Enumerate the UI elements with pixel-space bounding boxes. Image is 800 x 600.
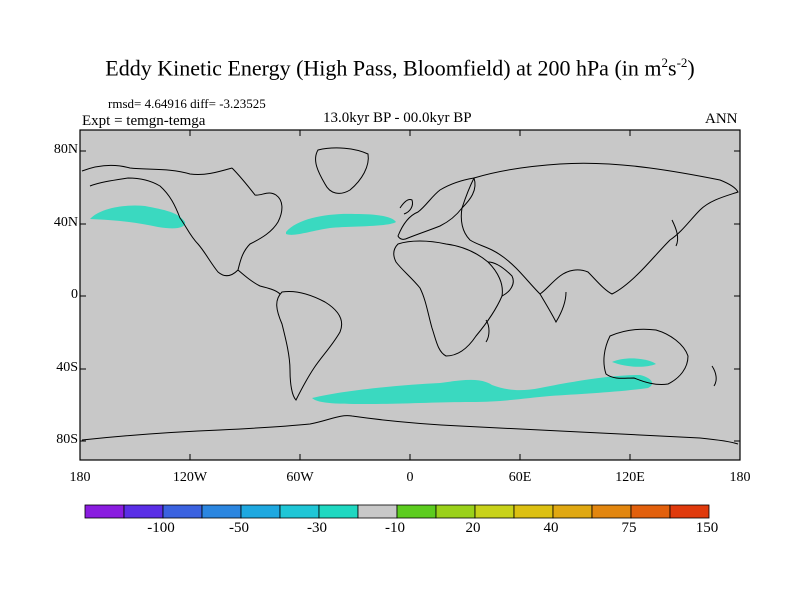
colorbar-box bbox=[513, 504, 554, 519]
coast-antarctica bbox=[81, 415, 739, 445]
colorbar-label: 75 bbox=[621, 520, 637, 536]
colorbar-box bbox=[318, 504, 359, 519]
patch-australia bbox=[612, 358, 656, 367]
colorbar-label: 40 bbox=[543, 520, 559, 536]
plot-title: Eddy Kinetic Energy (High Pass, Bloomfie… bbox=[105, 55, 695, 81]
patch-southern-ocean bbox=[312, 375, 653, 404]
lon-label: 120W bbox=[172, 470, 208, 485]
map-background bbox=[80, 130, 740, 460]
coast-europe bbox=[397, 177, 476, 240]
colorbar-box bbox=[552, 504, 593, 519]
experiment-label: Expt = temgn-temga bbox=[82, 113, 206, 129]
colorbar-box bbox=[396, 504, 437, 519]
colorbar-label: -30 bbox=[307, 520, 327, 536]
patch-north-pacific bbox=[90, 205, 186, 229]
coast-australia bbox=[603, 328, 689, 385]
patch-north-atlantic bbox=[286, 213, 396, 235]
lat-label: 40S bbox=[56, 360, 78, 375]
colorbar-box bbox=[162, 504, 203, 519]
colorbar-box bbox=[630, 504, 671, 519]
colorbar bbox=[84, 504, 710, 519]
colorbar-box bbox=[357, 504, 398, 519]
lat-label: 0 bbox=[71, 287, 78, 302]
lat-label: 40N bbox=[53, 215, 78, 230]
colorbar-box bbox=[669, 504, 710, 519]
colorbar-box bbox=[123, 504, 164, 519]
coast-north-america bbox=[89, 167, 283, 277]
coast-africa bbox=[393, 240, 503, 357]
map-frame bbox=[79, 129, 741, 461]
coast-greenland bbox=[315, 147, 369, 194]
lat-label: 80S bbox=[56, 432, 78, 447]
coast-japan bbox=[671, 219, 679, 247]
lat-label: 80N bbox=[53, 142, 78, 157]
colorbar-box bbox=[474, 504, 515, 519]
coast-south-america bbox=[276, 291, 343, 401]
lon-label: 0 bbox=[406, 470, 414, 485]
colorbar-box bbox=[435, 504, 476, 519]
coastlines bbox=[81, 147, 739, 445]
colorbar-label: -50 bbox=[229, 520, 249, 536]
coast-uk bbox=[399, 199, 413, 215]
lon-label: 180 bbox=[729, 470, 751, 485]
colorbar-label: -10 bbox=[385, 520, 405, 536]
coast-india bbox=[539, 291, 567, 324]
coast-asia bbox=[460, 162, 739, 295]
stats-label: rmsd= 4.64916 diff= -3.23525 bbox=[108, 96, 266, 111]
colorbar-label: 150 bbox=[695, 520, 719, 536]
coast-new-zealand bbox=[711, 365, 717, 387]
colorbar-label: 20 bbox=[465, 520, 481, 536]
season-label: ANN bbox=[705, 111, 738, 127]
coast-arabia bbox=[487, 261, 514, 297]
anomaly-patches bbox=[90, 205, 656, 404]
colorbar-label: -100 bbox=[147, 520, 175, 536]
colorbar-box bbox=[84, 504, 125, 519]
coast-central-america bbox=[237, 269, 281, 295]
lon-label: 180 bbox=[69, 470, 91, 485]
coast-madagascar bbox=[485, 319, 490, 343]
period-label: 13.0kyr BP - 00.0kyr BP bbox=[323, 110, 472, 126]
colorbar-box bbox=[279, 504, 320, 519]
lon-label: 120E bbox=[615, 470, 645, 485]
lon-label: 60E bbox=[508, 470, 532, 485]
coast-alaska bbox=[81, 164, 233, 175]
colorbar-box bbox=[591, 504, 632, 519]
colorbar-box bbox=[201, 504, 242, 519]
colorbar-box bbox=[240, 504, 281, 519]
lon-label: 60W bbox=[286, 470, 314, 485]
